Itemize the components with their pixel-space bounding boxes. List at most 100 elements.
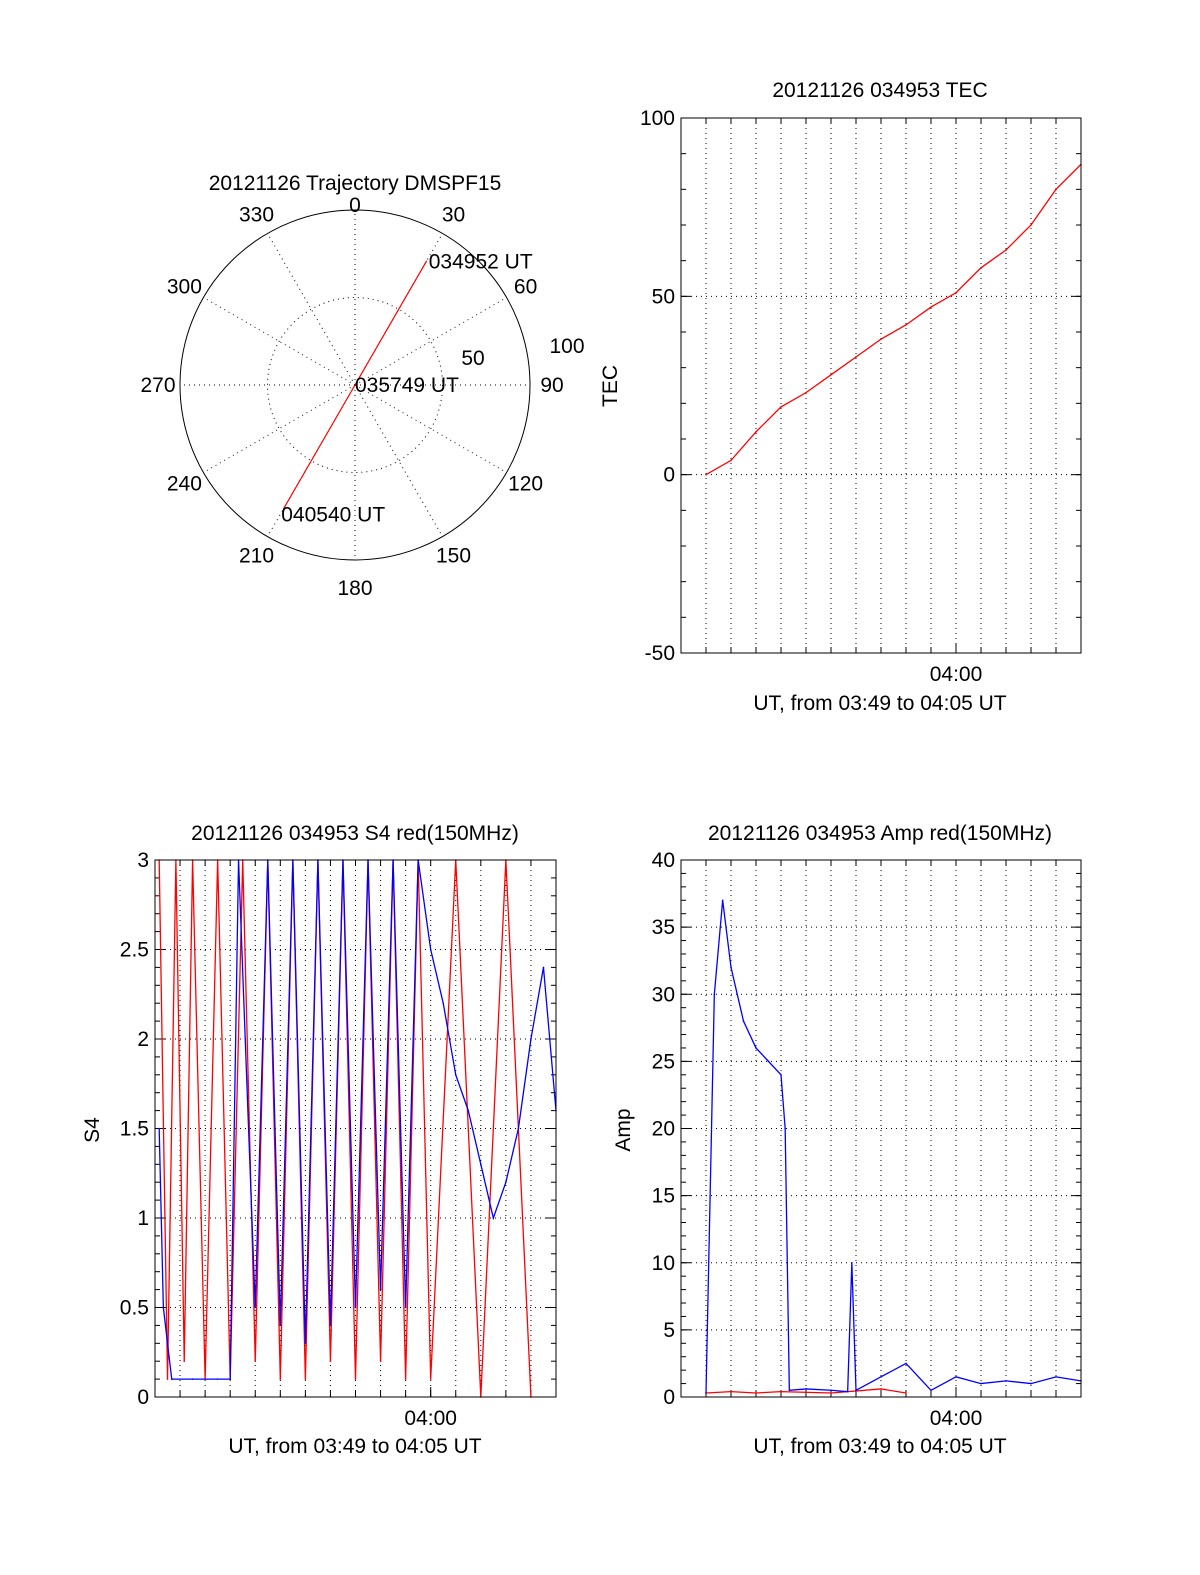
s4-ytick-label: 0: [137, 1386, 149, 1409]
amp-point: [767, 1060, 770, 1063]
trajectory-annotation: 040540 UT: [281, 503, 385, 526]
tec-point: [830, 374, 832, 376]
polar-radius-label: 50: [461, 347, 484, 370]
s4-frame: [154, 859, 557, 1398]
tec-point: [930, 306, 932, 308]
amp-point: [713, 993, 716, 996]
s4-point: [279, 1378, 282, 1380]
tec-point: [955, 291, 957, 294]
s4-ytick-label: 0.5: [120, 1297, 149, 1320]
polar-spoke-150: [354, 384, 443, 537]
polar-grid-circle-50: [267, 297, 443, 473]
tec-xtick-label: 04:00: [930, 663, 983, 686]
tec-panel: 20121126 034953 TEC UT, from 03:49 to 04…: [599, 79, 1082, 715]
amp-point: [980, 1382, 982, 1385]
tec-point: [805, 391, 807, 394]
polar-title: 20121126 Trajectory DMSPF15: [209, 172, 502, 195]
s4-ytick-label: 1: [137, 1207, 149, 1230]
amp-point: [1005, 1380, 1007, 1382]
tec-ylabel: TEC: [599, 365, 622, 407]
s4-point: [480, 1163, 482, 1166]
amp-point: [955, 1376, 957, 1378]
s4-point: [162, 1306, 165, 1309]
s4-point: [542, 966, 545, 969]
s4-point: [279, 1324, 282, 1327]
polar-radius-label: 100: [549, 335, 584, 358]
amp-point: [846, 1390, 849, 1393]
polar-angle-label: 210: [239, 545, 274, 568]
amp-point: [851, 1261, 853, 1264]
s4-point: [254, 1306, 257, 1309]
s4-ytick-label: 2: [137, 1028, 149, 1051]
tec-ytick-label: 100: [640, 107, 675, 130]
amp-ytick-label: 40: [652, 849, 675, 872]
s4-point: [467, 1109, 470, 1112]
tec-point: [880, 338, 882, 340]
s4-point: [354, 1306, 357, 1309]
amp-ytick-label: 5: [663, 1319, 675, 1342]
amp-xtick-label: 04:00: [930, 1407, 983, 1430]
tec-point: [755, 431, 757, 433]
s4-point: [216, 1378, 219, 1380]
s4-point: [158, 1127, 160, 1130]
amp-point: [742, 1020, 745, 1022]
polar-trajectory-panel: 20121126 Trajectory DMSPF15 0 30 60 90 120 15…: [140, 172, 584, 600]
amp-title: 20121126 034953 Amp red(150MHz): [708, 822, 1052, 845]
s4-ytick-label: 2.5: [120, 939, 149, 962]
tec-point: [1030, 224, 1032, 226]
tec-point: [730, 459, 732, 462]
s4-point: [530, 1038, 532, 1040]
s4-point: [379, 1288, 382, 1291]
s4-point: [329, 1324, 332, 1327]
s4-title: 20121126 034953 S4 red(150MHz): [191, 822, 519, 845]
amp-point: [830, 1389, 832, 1392]
amp-point: [730, 1390, 732, 1393]
amp-point: [755, 1047, 757, 1049]
tec-series-0: [705, 163, 1081, 476]
s4-ytick-label: 1.5: [120, 1118, 149, 1141]
amp-point: [780, 1390, 782, 1393]
amp-ytick-label: 10: [652, 1252, 675, 1275]
s4-ylabel: S4: [81, 1117, 104, 1143]
s4-point: [229, 1378, 231, 1380]
amp-point: [705, 1392, 707, 1394]
amp-point: [730, 966, 732, 969]
amp-point: [905, 1362, 907, 1365]
s4-series-1: [158, 860, 556, 1380]
amp-ylabel: Amp: [612, 1108, 635, 1151]
polar-angle-label: 120: [508, 473, 543, 496]
s4-point: [404, 1378, 407, 1380]
amp-point: [905, 1392, 907, 1394]
amp-point: [755, 1392, 757, 1394]
polar-angle-label: 30: [442, 203, 465, 226]
polar-spoke-300: [203, 297, 356, 386]
s4-xtick-label: 04:00: [404, 1407, 457, 1430]
s4-point: [191, 1378, 194, 1380]
polar-angle-label: 240: [167, 473, 202, 496]
tec-point: [905, 324, 907, 326]
amp-ytick-label: 0: [663, 1386, 675, 1409]
polar-spoke-30: [354, 233, 443, 386]
amp-series-1: [705, 900, 1081, 1393]
tec-point: [1055, 188, 1057, 191]
polar-angle-label: 150: [436, 545, 471, 568]
s4-point: [304, 1342, 307, 1345]
s4-point: [492, 1217, 495, 1219]
amp-ytick-label: 30: [652, 983, 675, 1006]
polar-angle-label: 0: [349, 194, 361, 217]
polar-spoke-60: [354, 297, 507, 386]
amp-xlabel: UT, from 03:49 to 04:05 UT: [753, 1435, 1006, 1458]
s4-point: [166, 1378, 169, 1380]
polar-angle-label: 90: [540, 374, 563, 397]
polar-spoke-330: [267, 233, 356, 386]
tec-point: [780, 406, 782, 408]
tec-point: [980, 267, 982, 269]
polar-angle-label: 180: [337, 577, 372, 600]
s4-point: [354, 1378, 357, 1380]
s4-point: [517, 1127, 520, 1130]
tec-point: [1005, 249, 1007, 251]
polar-angle-label: 330: [239, 203, 274, 226]
s4-point: [429, 948, 432, 951]
trajectory-annotation: 034952 UT: [429, 251, 533, 274]
